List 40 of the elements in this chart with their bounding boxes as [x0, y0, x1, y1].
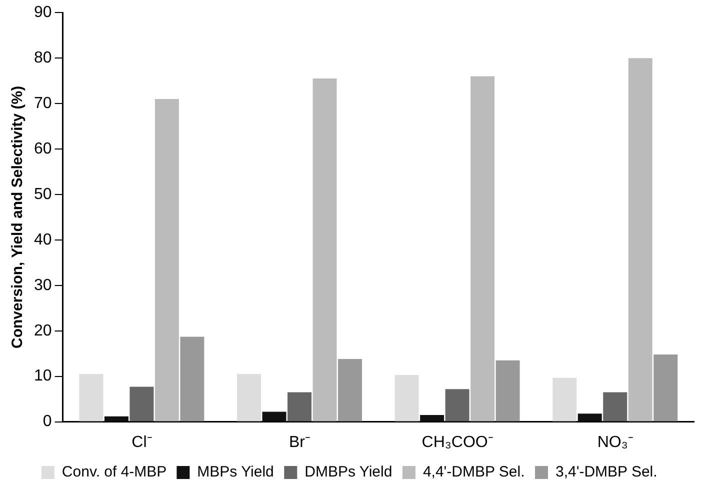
- y-tick-label: 90: [34, 4, 52, 22]
- legend-label: Conv. of 4-MBP: [62, 464, 167, 481]
- bar: [312, 78, 337, 422]
- bar: [628, 58, 652, 422]
- y-tick-label: 50: [34, 186, 52, 203]
- bar: [104, 416, 128, 422]
- bar: [394, 374, 419, 422]
- bar: [445, 389, 470, 422]
- bar: [180, 336, 204, 422]
- bar: [578, 414, 602, 422]
- bar: [237, 374, 261, 422]
- bar: [470, 76, 495, 422]
- bar: [654, 354, 678, 422]
- bar: [552, 378, 577, 422]
- y-axis-title: Conversion, Yield and Selectivity (%): [9, 86, 26, 348]
- bar: [338, 359, 362, 422]
- bar: [603, 392, 628, 422]
- y-tick-label: 0: [42, 413, 52, 430]
- x-tick-label: Cl⁻: [132, 434, 152, 451]
- y-tick-label: 60: [34, 140, 52, 158]
- legend-label: 3,4'-DMBP Sel.: [556, 464, 658, 481]
- legend-label: MBPs Yield: [197, 464, 274, 481]
- y-tick-label: 40: [34, 231, 52, 248]
- y-tick-label: 20: [34, 322, 52, 340]
- x-tick-label: CH₃COO⁻: [422, 434, 493, 451]
- y-tick-label: 80: [34, 49, 52, 66]
- bar: [79, 374, 104, 422]
- legend-label: 4,4'-DMBP Sel.: [422, 464, 525, 481]
- bar: [420, 414, 444, 422]
- x-tick-label: NO₃⁻: [597, 434, 633, 451]
- y-tick-label: 30: [34, 276, 52, 294]
- y-tick-label: 10: [34, 368, 52, 385]
- legend-label: DMBPs Yield: [304, 464, 392, 481]
- bar: [288, 392, 312, 422]
- y-tick-label: 70: [34, 94, 52, 112]
- bar: [262, 412, 286, 422]
- bar: [130, 386, 154, 422]
- bar: [154, 98, 179, 422]
- bar: [496, 360, 520, 422]
- x-tick-label: Br⁻: [289, 434, 310, 451]
